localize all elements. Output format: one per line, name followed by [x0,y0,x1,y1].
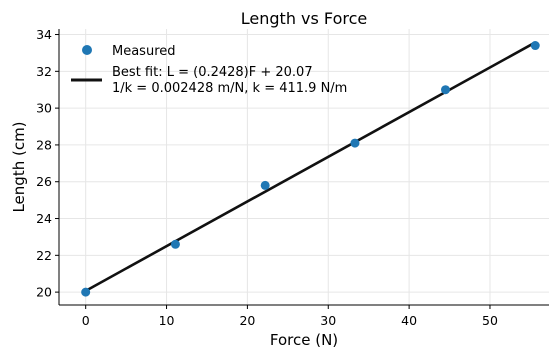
axes [58,29,549,306]
data-point [350,138,360,148]
x-tick-label: 0 [82,313,90,328]
y-tick-label: 32 [36,64,52,79]
data-points [81,41,540,297]
grid [59,29,549,305]
x-tick-label: 10 [159,313,175,328]
y-tick-label: 26 [36,174,52,189]
data-point [530,41,540,51]
y-tick-label: 22 [36,248,52,263]
best-fit-line [85,41,536,292]
y-tick-label: 28 [36,137,52,152]
y-tick-label: 34 [36,27,52,42]
y-tick-label: 20 [36,285,52,300]
data-point [260,180,270,190]
ticks: 0 10 20 30 40 50 20 22 24 26 28 30 32 34 [36,27,498,328]
y-axis-label: Length (cm) [10,121,28,212]
x-tick-label: 40 [401,313,417,328]
chart-title: Length vs Force [241,9,367,28]
data-point [81,287,91,297]
legend-label-fit-line2: 1/k = 0.002428 m/N, k = 411.9 N/m [112,81,347,96]
fit-line-layer [85,41,536,292]
legend-marker-measured [82,45,92,55]
x-tick-label: 50 [482,313,498,328]
x-tick-label: 20 [239,313,255,328]
legend: Measured Best fit: L = (0.2428)F + 20.07… [71,44,347,96]
data-point [170,239,180,249]
x-axis-label: Force (N) [270,331,338,349]
y-tick-label: 24 [36,211,52,226]
legend-label-measured: Measured [112,44,176,59]
y-tick-label: 30 [36,101,52,116]
legend-label-fit: Best fit: L = (0.2428)F + 20.07 [112,65,313,80]
data-point [441,85,451,95]
x-tick-label: 30 [320,313,336,328]
